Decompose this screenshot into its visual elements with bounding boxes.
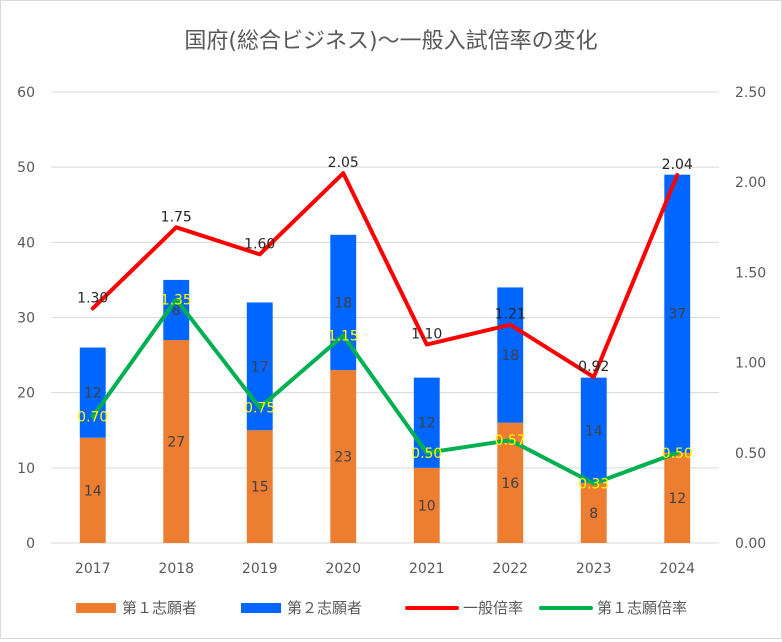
line-series bbox=[90, 297, 680, 486]
bar bbox=[330, 370, 357, 543]
bar-data-label: 10 bbox=[418, 498, 436, 514]
y-left-tick-label: 0 bbox=[26, 536, 35, 552]
bar-data-label: 18 bbox=[501, 348, 519, 364]
legend-swatch bbox=[76, 603, 116, 613]
bar-data-label: 15 bbox=[251, 480, 269, 496]
x-tick-label: 2023 bbox=[576, 561, 612, 577]
x-tick-label: 2018 bbox=[158, 561, 194, 577]
bar-data-label: 16 bbox=[501, 476, 519, 492]
line-data-label: 0.75 bbox=[244, 401, 275, 417]
bar-data-label: 27 bbox=[167, 435, 185, 451]
bar bbox=[79, 347, 106, 438]
bar-data-label: 17 bbox=[251, 359, 269, 375]
y-left-tick-label: 20 bbox=[17, 386, 35, 402]
y-right-tick-label: 0.00 bbox=[735, 536, 766, 552]
y-left-tick-label: 10 bbox=[17, 461, 35, 477]
y-left-tick-label: 30 bbox=[17, 311, 35, 327]
legend-label: 第１志願者 bbox=[122, 599, 197, 617]
bar bbox=[497, 287, 524, 423]
chart-title: 国府(総合ビジネス)～一般入試倍率の変化 bbox=[184, 29, 597, 54]
bar bbox=[664, 174, 691, 453]
x-tick-label: 2017 bbox=[75, 561, 111, 577]
bar bbox=[664, 452, 691, 543]
bar-data-label: 18 bbox=[334, 295, 352, 311]
line-data-label: 1.21 bbox=[495, 307, 526, 323]
bar bbox=[413, 467, 440, 543]
line-data-label: 1.10 bbox=[411, 327, 442, 343]
line-data-label: 0.33 bbox=[578, 476, 609, 492]
bar-data-label: 23 bbox=[334, 450, 352, 466]
bar bbox=[580, 377, 607, 483]
y-right-tick-label: 2.50 bbox=[735, 85, 766, 101]
legend-label: 第２志願者 bbox=[287, 599, 362, 617]
line-data-label: 1.60 bbox=[244, 236, 275, 252]
line-data-label: 0.50 bbox=[662, 446, 693, 462]
y-right-tick-label: 1.50 bbox=[735, 265, 766, 281]
x-tick-label: 2022 bbox=[492, 561, 528, 577]
y-right-tick-label: 0.50 bbox=[735, 446, 766, 462]
line-data-label: 1.30 bbox=[77, 290, 108, 306]
y-left-tick-label: 60 bbox=[17, 85, 35, 101]
y-left-tick-label: 50 bbox=[17, 160, 35, 176]
bar-data-label: 12 bbox=[84, 386, 102, 402]
legend-label: 一般倍率 bbox=[463, 599, 523, 617]
line-data-label: 1.15 bbox=[328, 329, 359, 345]
line-data-label: 0.50 bbox=[411, 446, 442, 462]
bar bbox=[246, 430, 273, 543]
bar bbox=[79, 437, 106, 543]
bar bbox=[580, 482, 607, 543]
bar-data-label: 14 bbox=[84, 483, 102, 499]
bar bbox=[163, 340, 190, 543]
legend-swatch bbox=[241, 603, 281, 613]
bar-data-label: 8 bbox=[589, 506, 598, 522]
line-series bbox=[90, 171, 680, 380]
bar-data-label: 12 bbox=[668, 491, 686, 507]
x-tick-label: 2021 bbox=[409, 561, 445, 577]
line-data-label: 1.75 bbox=[161, 209, 192, 225]
x-tick-label: 2020 bbox=[325, 561, 361, 577]
bar-data-label: 8 bbox=[172, 303, 181, 319]
line-data-label: 2.05 bbox=[328, 155, 359, 171]
y-right-tick-label: 1.00 bbox=[735, 356, 766, 372]
bar-data-label: 37 bbox=[668, 307, 686, 323]
bar-data-label: 12 bbox=[418, 416, 436, 432]
x-tick-label: 2019 bbox=[242, 561, 278, 577]
bar-data-label: 14 bbox=[585, 423, 603, 439]
line-data-label: 0.70 bbox=[77, 410, 108, 426]
y-left-tick-label: 40 bbox=[17, 235, 35, 251]
line-data-label: 0.57 bbox=[495, 433, 526, 449]
legend: 第１志願者 第２志願者 一般倍率 第１志願倍率 bbox=[76, 599, 687, 617]
line-data-label: 1.35 bbox=[161, 292, 192, 308]
x-tick-label: 2024 bbox=[659, 561, 695, 577]
y-right-tick-label: 2.00 bbox=[735, 175, 766, 191]
line-data-label: 0.92 bbox=[578, 359, 609, 375]
line-data-label: 2.04 bbox=[662, 157, 693, 173]
legend-label: 第１志願倍率 bbox=[597, 599, 687, 617]
